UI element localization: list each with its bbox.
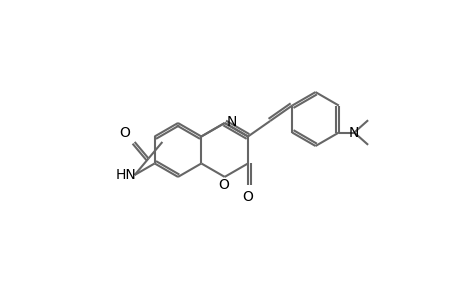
Text: O: O bbox=[119, 126, 130, 140]
Text: O: O bbox=[242, 190, 253, 204]
Text: HN: HN bbox=[115, 168, 136, 182]
Text: N: N bbox=[226, 115, 237, 129]
Text: N: N bbox=[348, 125, 358, 140]
Text: O: O bbox=[218, 178, 229, 192]
